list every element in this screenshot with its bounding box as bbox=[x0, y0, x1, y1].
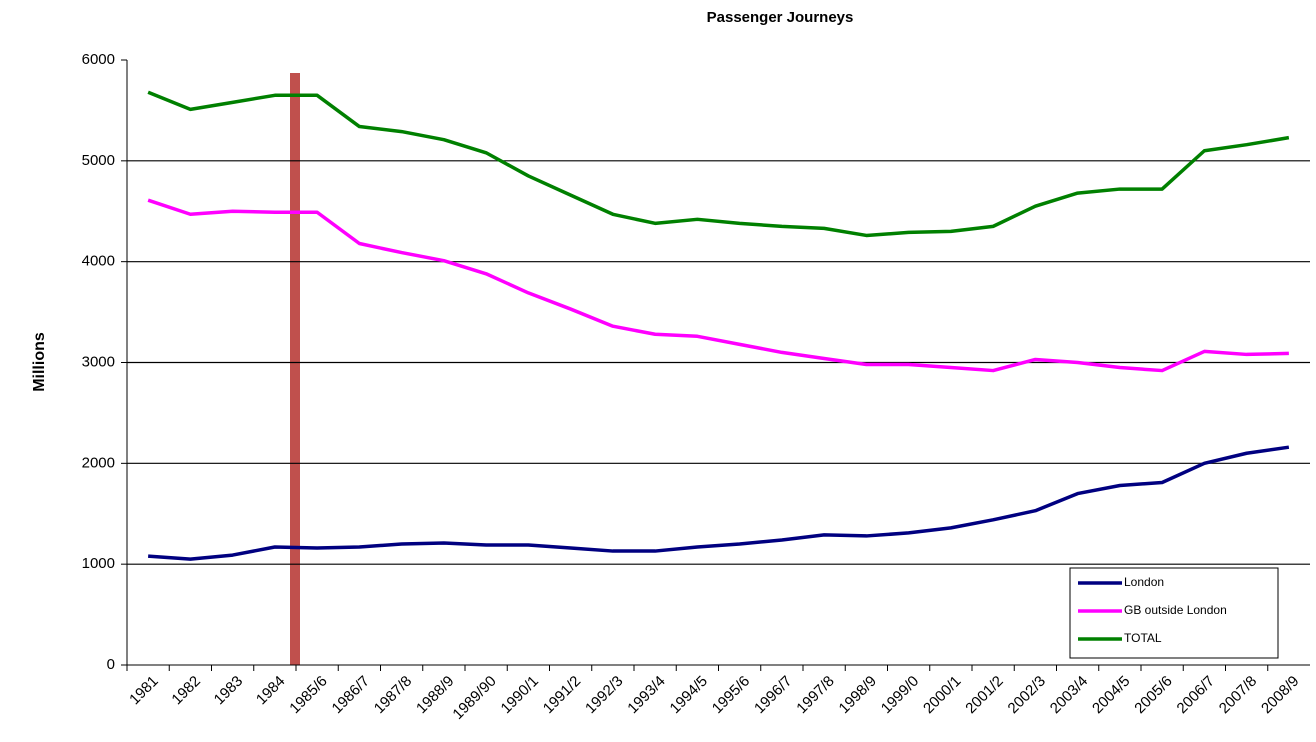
x-tick-label: 2000/1 bbox=[920, 673, 964, 717]
x-tick-label: 2003/4 bbox=[1047, 673, 1091, 717]
x-tick-label: 1987/8 bbox=[371, 673, 415, 717]
x-tick-label: 1984 bbox=[253, 673, 289, 709]
x-tick-label: 2008/9 bbox=[1258, 673, 1302, 717]
y-tick-label: 0 bbox=[107, 656, 115, 673]
x-tick-label: 1996/7 bbox=[751, 673, 795, 717]
x-tick-label: 1981 bbox=[126, 673, 162, 709]
x-tick-label: 1995/6 bbox=[709, 673, 753, 717]
y-tick-label: 4000 bbox=[82, 253, 115, 270]
event-marker bbox=[290, 73, 300, 665]
x-tick-label: 1982 bbox=[168, 673, 204, 709]
x-tick-label: 1990/1 bbox=[498, 673, 542, 717]
x-tick-label: 1993/4 bbox=[624, 673, 668, 717]
x-tick-label: 1983 bbox=[211, 673, 247, 709]
plot-area bbox=[127, 90, 1310, 565]
x-tick-label: 2001/2 bbox=[962, 673, 1006, 717]
y-tick-label: 3000 bbox=[82, 353, 115, 370]
line-series bbox=[148, 445, 1290, 561]
legend-label: TOTAL bbox=[1124, 631, 1162, 645]
x-tick-label: 2002/3 bbox=[1005, 673, 1049, 717]
y-tick-label: 5000 bbox=[82, 152, 115, 169]
x-tick-label: 1994/5 bbox=[667, 673, 711, 717]
y-axis-title: Millions bbox=[31, 332, 48, 392]
x-tick-label: 1998/9 bbox=[836, 673, 880, 717]
x-tick-label: 1992/3 bbox=[582, 673, 626, 717]
x-tick-label: 2007/8 bbox=[1216, 673, 1260, 717]
x-tick-label: 1999/0 bbox=[878, 673, 922, 717]
y-tick-label: 6000 bbox=[82, 51, 115, 68]
x-tick-label: 2005/6 bbox=[1131, 673, 1175, 717]
line-series bbox=[147, 198, 1289, 373]
y-tick-label: 2000 bbox=[82, 454, 115, 471]
legend-label: London bbox=[1124, 575, 1164, 589]
line-series bbox=[147, 90, 1290, 238]
x-tick-label: 2004/5 bbox=[1089, 673, 1133, 717]
x-tick-label: 1986/7 bbox=[329, 673, 373, 717]
y-tick-label: 1000 bbox=[82, 555, 115, 572]
x-tick-label: 2006/7 bbox=[1174, 673, 1218, 717]
legend bbox=[1069, 567, 1279, 659]
x-tick-label: 1989/90 bbox=[449, 673, 499, 723]
x-tick-label: 1991/2 bbox=[540, 673, 584, 717]
legend-label: GB outside London bbox=[1124, 603, 1227, 617]
x-tick-label: 1997/8 bbox=[793, 673, 837, 717]
chart-title: Passenger Journeys bbox=[707, 9, 854, 26]
x-tick-label: 1985/6 bbox=[286, 673, 330, 717]
